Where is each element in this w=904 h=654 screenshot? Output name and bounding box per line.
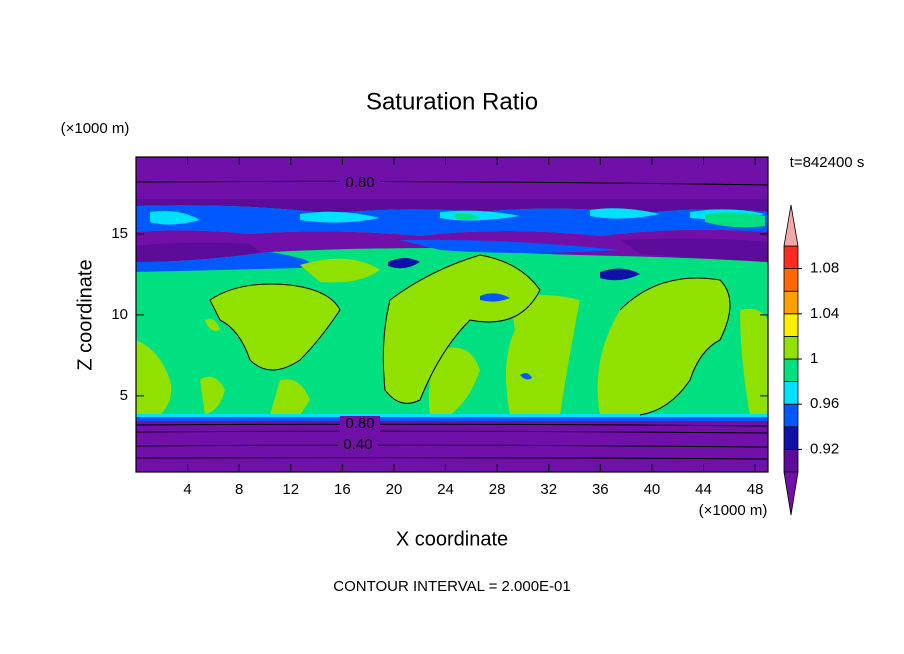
colorbar-bin [783,403,799,428]
colorbar-over [783,204,799,247]
y-tick-label: 10 [111,306,128,323]
field-band [136,414,768,417]
colorbar-under [783,471,799,516]
y-tick-label: 5 [120,387,128,404]
field-patch [136,238,768,262]
x-tick-label: 16 [334,481,351,498]
contour-line [135,180,769,186]
y-axis-title: Z coordinate [74,259,96,370]
field-patch [455,212,765,228]
colorbar-tick-label: 0.92 [810,440,839,457]
footer: CONTOUR INTERVAL = 2.000E-01 [333,578,570,595]
x-tick-label: 28 [489,481,506,498]
colorbar-bin [783,290,799,315]
contour-label-bg [340,175,380,191]
x-tick-label: 12 [282,481,299,498]
chart-title: Saturation Ratio [366,88,538,115]
x-tick-label: 40 [644,481,661,498]
field-patch [136,255,768,415]
contour-line [135,457,769,460]
colorbar-tick-label: 1.04 [810,305,839,322]
x-tick-label: 36 [592,481,609,498]
colorbar-bin [783,268,799,292]
x-axis-title: X coordinate [396,528,508,550]
contour-line [209,254,731,416]
contour-line [135,423,769,427]
contour-label-bg [340,416,380,432]
contour-line [135,444,769,448]
contour-lines [135,180,769,460]
contour-label: 0.80 [345,174,374,191]
colorbar-bin [783,426,799,450]
x-tick-label: 8 [235,481,243,498]
y-tick-label: 15 [111,225,128,242]
colorbar-bin [783,245,799,270]
contour-label-bg [338,437,378,453]
colorbar-tick-label: 1 [810,350,818,367]
colorbar-tick-label: 0.96 [810,395,839,412]
contour-line [135,430,769,434]
field-band [136,417,768,421]
colorbar-bin [783,358,799,383]
x-tick-label: 32 [540,481,557,498]
colorbar-bin [783,335,799,360]
field-band [136,157,768,199]
x-tick-label: 24 [437,481,454,498]
y-unit: (×1000 m) [61,120,130,137]
x-unit: (×1000 m) [699,502,768,519]
colorbar-bin [783,448,799,473]
x-tick-label: 20 [386,481,403,498]
colorbar-tick-label: 1.08 [810,260,839,277]
time-label: t=842400 s [790,154,865,171]
field-patch [136,239,620,272]
x-tick-label: 44 [695,481,712,498]
contour-label: 0.80 [345,415,374,432]
x-tick-label: 48 [747,481,764,498]
colorbar-bin [783,313,799,337]
contour-field [135,157,769,472]
x-tick-label: 4 [183,481,191,498]
colorbar-bin [783,381,799,405]
contour-label: 0.40 [343,436,372,453]
field-patch [388,258,640,281]
